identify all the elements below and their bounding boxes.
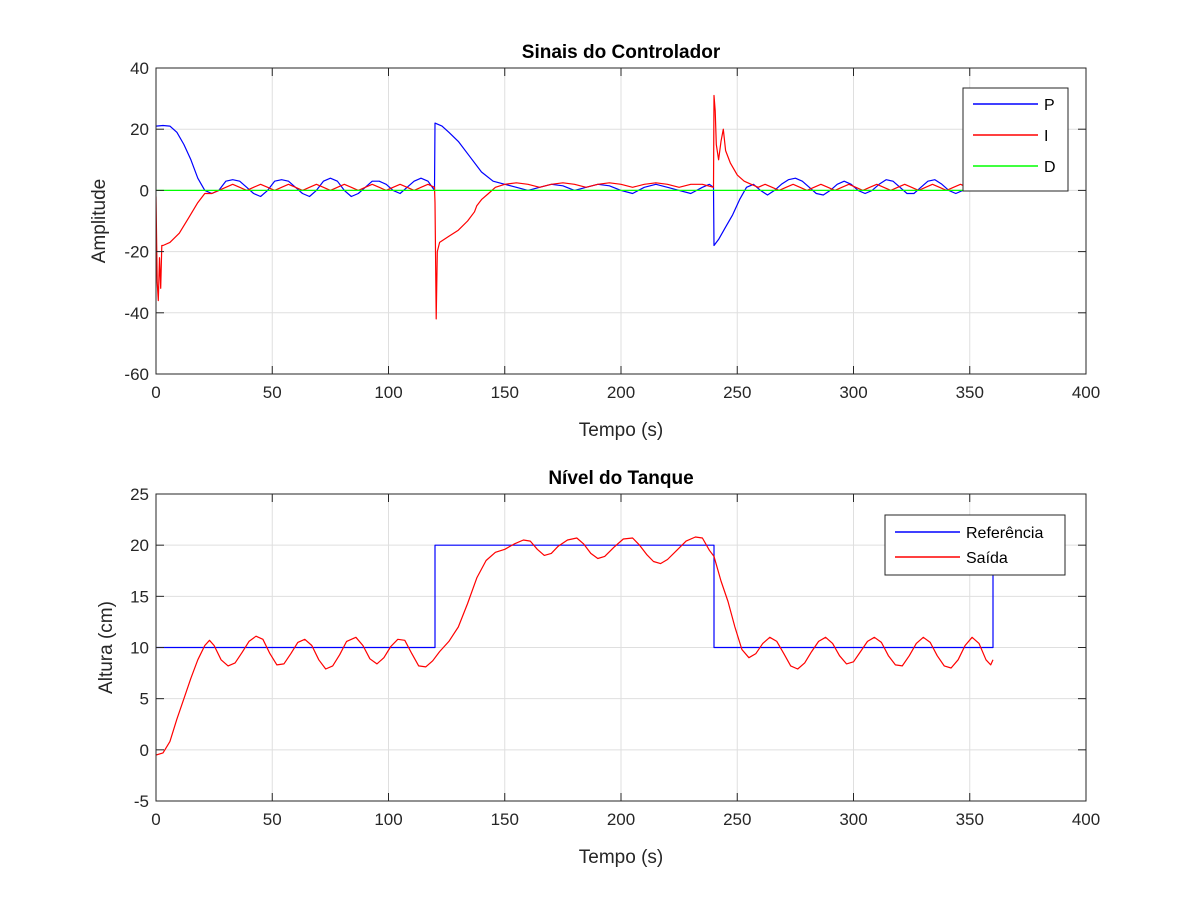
legend-box bbox=[884, 514, 1066, 576]
legend-label-d: D bbox=[1044, 159, 1056, 176]
legend-box bbox=[962, 87, 1069, 192]
x-tick-label: 150 bbox=[491, 383, 519, 402]
x-tick-label: 0 bbox=[151, 810, 160, 829]
y-axis-label: Amplitude bbox=[89, 179, 110, 264]
x-tick-label: 150 bbox=[491, 810, 519, 829]
series-line-saída bbox=[156, 536, 994, 756]
y-tick-label: 40 bbox=[130, 59, 149, 78]
series-line-i bbox=[156, 94, 994, 320]
x-tick-label: 300 bbox=[839, 810, 867, 829]
y-tick-label: -60 bbox=[124, 365, 149, 384]
x-tick-label: 200 bbox=[607, 383, 635, 402]
x-tick-label: 350 bbox=[956, 383, 984, 402]
x-tick-label: 100 bbox=[374, 383, 402, 402]
x-axis-label: Tempo (s) bbox=[579, 847, 663, 868]
y-tick-label: 10 bbox=[130, 639, 149, 658]
chart-title: Sinais do Controlador bbox=[522, 42, 721, 63]
y-tick-label: -20 bbox=[124, 243, 149, 262]
x-tick-label: 0 bbox=[151, 383, 160, 402]
x-axis-label: Tempo (s) bbox=[579, 420, 663, 441]
y-tick-label: 20 bbox=[130, 536, 149, 555]
legend-label-saída: Saída bbox=[966, 550, 1008, 567]
y-axis-label: Altura (cm) bbox=[96, 601, 117, 694]
x-tick-label: 100 bbox=[374, 810, 402, 829]
x-tick-label: 400 bbox=[1072, 810, 1100, 829]
y-tick-label: -40 bbox=[124, 304, 149, 323]
x-tick-label: 250 bbox=[723, 810, 751, 829]
x-tick-label: 400 bbox=[1072, 383, 1100, 402]
chart-title: Nível do Tanque bbox=[548, 468, 693, 489]
x-tick-label: 350 bbox=[956, 810, 984, 829]
chart-2: 0 50 100 150 200 250 300 350 400-50510152025Níve… bbox=[96, 468, 1100, 868]
chart-1: 0 50 100 150 200 250 300 350 400 -60 -40 -20 0 20 40 Si… bbox=[89, 42, 1100, 441]
series-group bbox=[156, 94, 994, 320]
x-tick-label: 300 bbox=[839, 383, 867, 402]
legend-label-i: I bbox=[1044, 128, 1048, 145]
x-tick-label: 50 bbox=[263, 810, 282, 829]
y-tick-label: 20 bbox=[130, 120, 149, 139]
legend-label-p: P bbox=[1044, 97, 1055, 114]
x-tick-label: 200 bbox=[607, 810, 635, 829]
y-tick-label: 25 bbox=[130, 485, 149, 504]
x-tick-label: 50 bbox=[263, 383, 282, 402]
series-line-referência bbox=[156, 544, 994, 649]
y-tick-label: 15 bbox=[130, 587, 149, 606]
y-tick-label: -5 bbox=[134, 792, 149, 811]
y-tick-label: 0 bbox=[140, 181, 149, 200]
series-group bbox=[156, 536, 994, 756]
x-tick-label: 250 bbox=[723, 383, 751, 402]
legend-label-referência: Referência bbox=[966, 525, 1043, 542]
y-tick-label: 5 bbox=[140, 690, 149, 709]
y-tick-label: 0 bbox=[140, 741, 149, 760]
